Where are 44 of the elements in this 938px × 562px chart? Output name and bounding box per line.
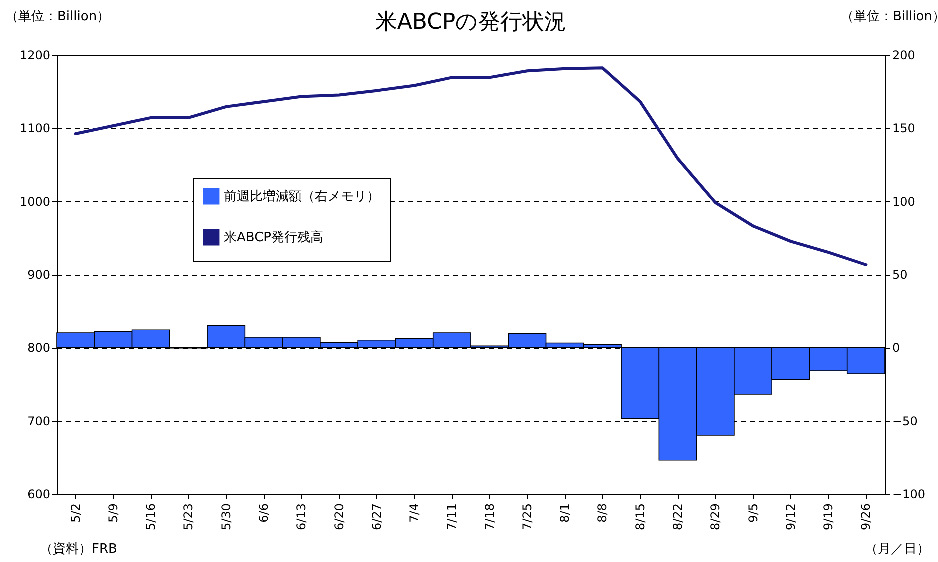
y-tick-label: 1200 <box>20 48 50 62</box>
x-tick-label: 5/23 <box>182 504 196 530</box>
x-tick-label: 7/11 <box>445 504 460 530</box>
x-tick-label: 8/8 <box>596 504 610 523</box>
x-tick-label: 7/25 <box>520 504 534 530</box>
x-tick-label: 8/15 <box>633 504 648 530</box>
x-tick-label: 8/22 <box>671 504 685 530</box>
y-tick-label: 1000 <box>20 194 50 209</box>
chart-title: 米ABCPの発行状況 <box>375 10 567 35</box>
y2-tick-label: 50 <box>892 268 908 282</box>
x-tick-label: 6/13 <box>294 504 309 530</box>
x-tick-label: 6/27 <box>370 504 384 530</box>
y-tick-label: 900 <box>28 268 50 282</box>
y-tick-label: 600 <box>28 488 50 502</box>
y2-tick-label: −50 <box>892 414 918 428</box>
y2-tick-label: 100 <box>892 194 916 209</box>
legend-label: 米ABCP発行残高 <box>224 230 324 246</box>
y2-tick-label: −100 <box>892 488 926 502</box>
legend-label: 前週比増減額（右メモリ） <box>224 188 380 204</box>
y2-tick-label: 200 <box>892 48 916 62</box>
x-tick-label: 5/30 <box>219 504 234 530</box>
x-tick-label: 5/16 <box>144 504 158 530</box>
x-tick-label: 9/5 <box>746 504 760 523</box>
x-tick-label: 8/1 <box>558 504 572 523</box>
text: （月／日） <box>865 541 930 558</box>
x-tick-label: 9/12 <box>784 504 798 530</box>
y-tick-label: 800 <box>28 341 50 356</box>
x-tick-label: 8/29 <box>708 504 723 530</box>
x-tick-label: 9/19 <box>822 504 836 530</box>
y-axis-title: （単位：Billion） <box>6 10 110 24</box>
y2-tick-label: 150 <box>892 122 916 136</box>
y-tick-label: 700 <box>28 414 50 428</box>
x-tick-label: 5/9 <box>106 504 120 523</box>
x-tick-label: 6/20 <box>332 504 346 530</box>
y2-tick-label: 0 <box>892 341 900 356</box>
line-series <box>74 66 868 266</box>
x-tick-label: 9/26 <box>859 504 874 530</box>
x-tick-label: 6/6 <box>257 504 271 523</box>
y-tick-label: 1100 <box>20 122 50 136</box>
y2-axis-title: （単位：Billion） <box>840 10 938 24</box>
x-tick-label: 7/4 <box>408 504 422 523</box>
x-tick-label: 5/2 <box>68 504 83 523</box>
text: （資料）FRB <box>40 541 118 558</box>
x-tick-label: 7/18 <box>482 504 497 530</box>
